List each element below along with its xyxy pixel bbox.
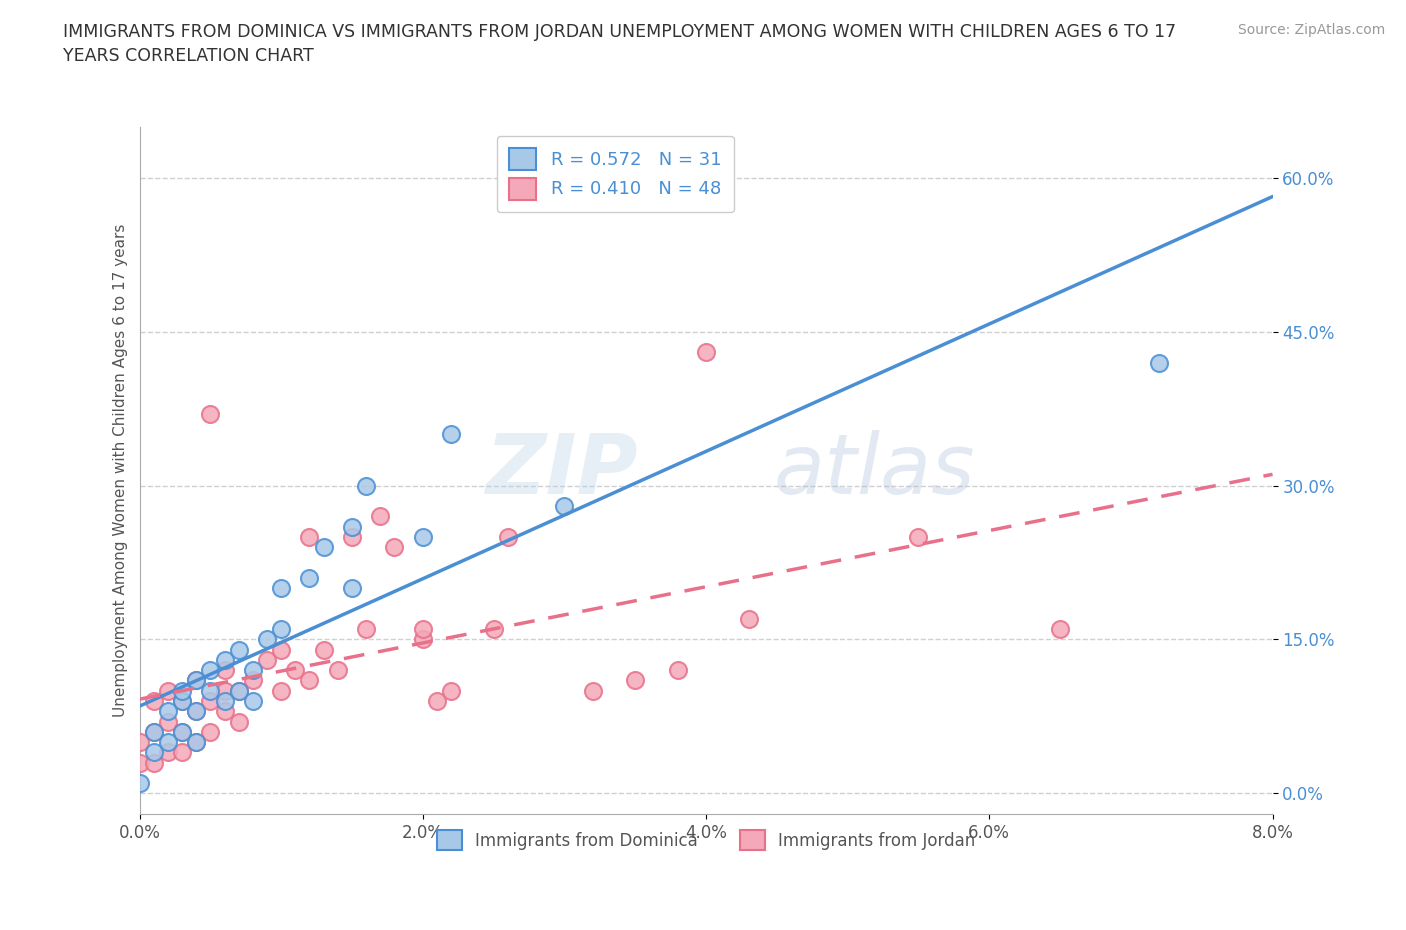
Point — [354, 622, 377, 637]
Text: Source: ZipAtlas.com: Source: ZipAtlas.com — [1237, 23, 1385, 37]
Point — [1049, 622, 1071, 637]
Point — [156, 745, 179, 760]
Point — [142, 694, 165, 709]
Point — [142, 745, 165, 760]
Point — [242, 673, 264, 688]
Point — [270, 622, 292, 637]
Point — [200, 663, 222, 678]
Point — [186, 673, 208, 688]
Text: IMMIGRANTS FROM DOMINICA VS IMMIGRANTS FROM JORDAN UNEMPLOYMENT AMONG WOMEN WITH: IMMIGRANTS FROM DOMINICA VS IMMIGRANTS F… — [63, 23, 1177, 65]
Point — [214, 684, 236, 698]
Point — [340, 519, 363, 534]
Point — [228, 684, 250, 698]
Point — [624, 673, 647, 688]
Point — [907, 529, 929, 544]
Point — [284, 663, 307, 678]
Point — [340, 580, 363, 595]
Point — [156, 735, 179, 750]
Point — [412, 622, 434, 637]
Point — [170, 684, 193, 698]
Point — [270, 643, 292, 658]
Point — [156, 704, 179, 719]
Point — [737, 612, 759, 627]
Point — [440, 684, 463, 698]
Point — [156, 684, 179, 698]
Legend: Immigrants from Dominica, Immigrants from Jordan: Immigrants from Dominica, Immigrants fro… — [430, 823, 981, 857]
Point — [200, 406, 222, 421]
Point — [326, 663, 349, 678]
Point — [170, 694, 193, 709]
Point — [156, 714, 179, 729]
Point — [186, 704, 208, 719]
Point — [1147, 355, 1170, 370]
Point — [228, 643, 250, 658]
Point — [228, 714, 250, 729]
Point — [214, 653, 236, 668]
Text: atlas: atlas — [775, 430, 976, 511]
Point — [368, 509, 391, 524]
Point — [214, 704, 236, 719]
Point — [170, 694, 193, 709]
Point — [256, 653, 278, 668]
Point — [298, 529, 321, 544]
Point — [128, 755, 150, 770]
Point — [354, 478, 377, 493]
Point — [186, 735, 208, 750]
Y-axis label: Unemployment Among Women with Children Ages 6 to 17 years: Unemployment Among Women with Children A… — [114, 223, 128, 717]
Point — [200, 684, 222, 698]
Point — [242, 694, 264, 709]
Point — [242, 663, 264, 678]
Point — [200, 694, 222, 709]
Point — [312, 643, 335, 658]
Point — [412, 632, 434, 647]
Point — [553, 498, 575, 513]
Point — [340, 529, 363, 544]
Point — [186, 735, 208, 750]
Point — [582, 684, 605, 698]
Point — [426, 694, 449, 709]
Point — [312, 539, 335, 554]
Point — [496, 529, 519, 544]
Point — [384, 539, 406, 554]
Point — [200, 724, 222, 739]
Point — [142, 724, 165, 739]
Point — [170, 724, 193, 739]
Point — [440, 427, 463, 442]
Point — [666, 663, 689, 678]
Point — [298, 570, 321, 585]
Point — [214, 663, 236, 678]
Point — [128, 735, 150, 750]
Point — [482, 622, 505, 637]
Point — [186, 673, 208, 688]
Point — [695, 345, 717, 360]
Point — [142, 724, 165, 739]
Point — [186, 704, 208, 719]
Point — [228, 684, 250, 698]
Point — [298, 673, 321, 688]
Text: ZIP: ZIP — [485, 430, 638, 511]
Point — [170, 745, 193, 760]
Point — [256, 632, 278, 647]
Point — [270, 684, 292, 698]
Point — [270, 580, 292, 595]
Point — [170, 724, 193, 739]
Point — [214, 694, 236, 709]
Point — [412, 529, 434, 544]
Point — [142, 755, 165, 770]
Point — [128, 776, 150, 790]
